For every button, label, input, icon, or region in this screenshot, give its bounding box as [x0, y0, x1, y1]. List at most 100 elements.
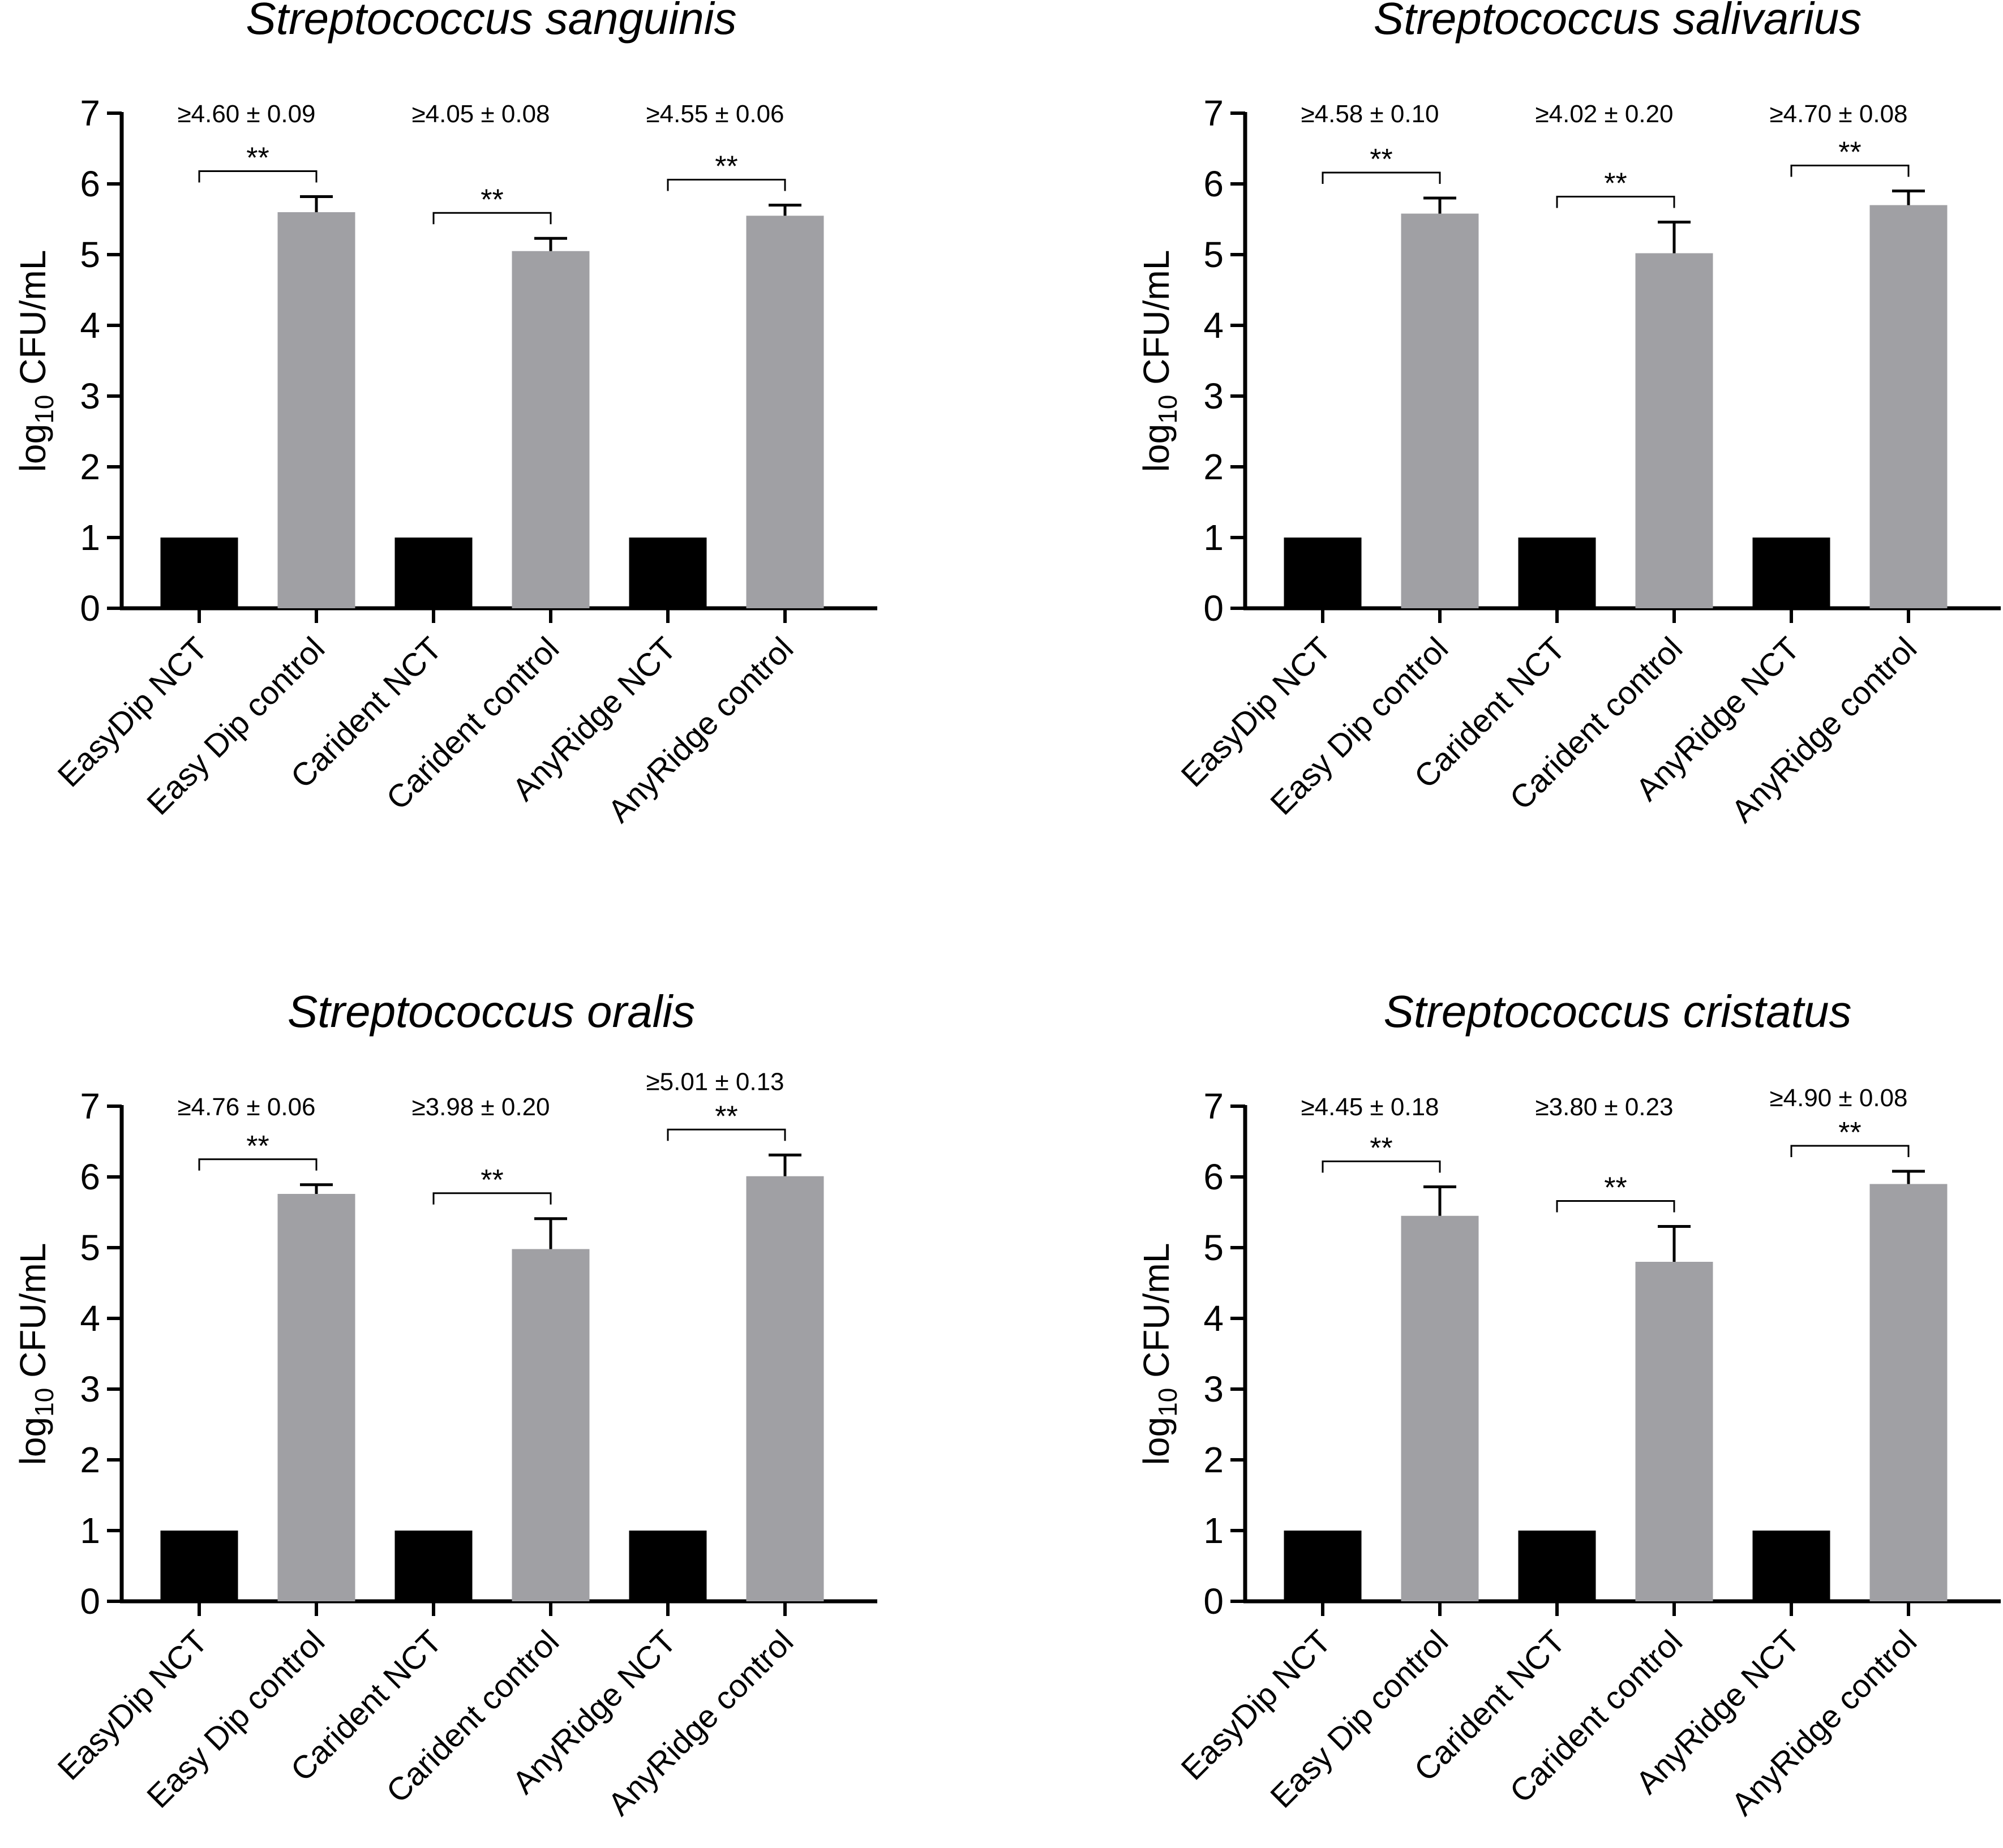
- significance-stars: **: [481, 1164, 503, 1197]
- significance-stars: **: [715, 1100, 737, 1133]
- y-tick-label: 3: [80, 1369, 100, 1409]
- significance-bracket: [667, 179, 786, 191]
- significance-stars: **: [1604, 167, 1627, 200]
- bar-control: [512, 251, 590, 608]
- bar-nct: [1518, 538, 1596, 608]
- bar-control: [1635, 1262, 1713, 1601]
- bar-nct: [394, 538, 473, 608]
- y-tick-label: 7: [1203, 93, 1224, 134]
- significance-bracket: [432, 1192, 552, 1205]
- y-tick-label: 7: [80, 93, 100, 134]
- y-tick-label: 4: [80, 305, 100, 346]
- y-axis-label: log10 CFU/mL: [1136, 1243, 1182, 1465]
- y-axis-label-subscript: 10: [1153, 1388, 1182, 1417]
- significance-bracket: [1322, 171, 1441, 184]
- chart-title: Streptococcus oralis: [288, 986, 695, 1037]
- chart-panel-4: Streptococcus cristatus log10 CFU/mL 0 1 2 3 4…: [1136, 986, 2001, 1823]
- y-tick-label: 0: [1203, 588, 1224, 629]
- significance-stars: **: [1838, 136, 1861, 169]
- log-reduction-annotation: ≥4.45 ± 0.18: [1301, 1093, 1439, 1121]
- bar-nct: [1284, 1531, 1362, 1601]
- bar-control: [277, 1194, 355, 1601]
- y-tick-label: 0: [80, 588, 100, 629]
- bar-control: [1635, 253, 1713, 608]
- y-tick-label: 0: [1203, 1581, 1224, 1622]
- log-reduction-annotation: ≥4.90 ± 0.08: [1769, 1084, 1907, 1112]
- y-axis-label: log10 CFU/mL: [1136, 250, 1182, 472]
- log-reduction-annotation: ≥4.05 ± 0.08: [411, 100, 550, 128]
- y-tick-label: 3: [1203, 376, 1224, 416]
- y-tick-label: 6: [1203, 164, 1224, 204]
- bar-nct: [1752, 538, 1830, 608]
- bar-control: [746, 1176, 824, 1601]
- log-reduction-annotation: ≥5.01 ± 0.13: [646, 1068, 784, 1095]
- significance-stars: **: [1838, 1116, 1861, 1149]
- bar-nct: [629, 1531, 707, 1601]
- y-axis-label-main: log: [1136, 1417, 1177, 1465]
- y-tick-label: 6: [80, 1157, 100, 1197]
- significance-bracket: [198, 170, 318, 183]
- bar-nct: [629, 538, 707, 608]
- chart-panel-1: Streptococcus sanguinis log10 CFU/mL 0 1 2 3 4…: [12, 0, 877, 830]
- y-tick-label: 1: [80, 517, 100, 558]
- y-axis-label-main: log: [1136, 424, 1177, 472]
- significance-stars: **: [1370, 1132, 1392, 1165]
- significance-bracket: [198, 1158, 318, 1171]
- y-tick-label: 7: [80, 1086, 100, 1127]
- log-reduction-annotation: ≥3.80 ± 0.23: [1535, 1093, 1673, 1121]
- log-reduction-annotation: ≥4.60 ± 0.09: [177, 100, 315, 128]
- significance-stars: **: [246, 142, 269, 175]
- bar-control: [277, 212, 355, 608]
- bar-nct: [1284, 538, 1362, 608]
- y-tick-label: 1: [80, 1510, 100, 1551]
- significance-stars: **: [481, 183, 503, 216]
- bar-control: [1401, 213, 1479, 608]
- y-tick-label: 3: [1203, 1369, 1224, 1409]
- y-axis-label-subscript: 10: [29, 1388, 59, 1417]
- y-tick-label: 1: [1203, 517, 1224, 558]
- log-reduction-annotation: ≥3.98 ± 0.20: [411, 1093, 550, 1121]
- significance-bracket: [667, 1128, 786, 1141]
- y-axis-label-subscript: 10: [1153, 395, 1182, 424]
- y-tick-label: 5: [80, 1227, 100, 1268]
- y-tick-label: 2: [1203, 1439, 1224, 1480]
- significance-bracket: [1556, 196, 1675, 208]
- y-axis-label: log10 CFU/mL: [12, 250, 59, 472]
- y-axis-label: log10 CFU/mL: [12, 1243, 59, 1465]
- chart-title: Streptococcus cristatus: [1384, 986, 1852, 1037]
- significance-bracket: [1322, 1161, 1441, 1173]
- bar-control: [1869, 205, 1948, 608]
- log-reduction-annotation: ≥4.70 ± 0.08: [1769, 100, 1907, 128]
- bar-control: [746, 216, 824, 608]
- chart-title: Streptococcus sanguinis: [246, 0, 736, 44]
- bar-nct: [1752, 1531, 1830, 1601]
- y-tick-label: 5: [1203, 1227, 1224, 1268]
- log-reduction-annotation: ≥4.02 ± 0.20: [1535, 100, 1673, 128]
- significance-bracket: [1790, 165, 1910, 177]
- y-tick-label: 4: [1203, 1298, 1224, 1339]
- bar-control: [1401, 1215, 1479, 1601]
- y-axis-label-main: log: [12, 424, 53, 472]
- significance-stars: **: [1604, 1172, 1627, 1205]
- significance-bracket: [1556, 1200, 1675, 1213]
- y-tick-label: 2: [80, 446, 100, 487]
- bar-nct: [160, 538, 238, 608]
- y-tick-label: 6: [80, 164, 100, 204]
- y-tick-label: 1: [1203, 1510, 1224, 1551]
- chart-panel-2: Streptococcus salivarius log10 CFU/mL 0 1 2 3…: [1136, 0, 2001, 830]
- y-axis-label-subscript: 10: [29, 395, 59, 424]
- y-axis-label-unit: CFU/mL: [12, 250, 53, 395]
- y-tick-label: 2: [80, 1439, 100, 1480]
- log-reduction-annotation: ≥4.76 ± 0.06: [177, 1093, 315, 1121]
- y-tick-label: 0: [80, 1581, 100, 1622]
- y-tick-label: 2: [1203, 446, 1224, 487]
- chart-panel-3: Streptococcus oralis log10 CFU/mL 0 1 2 3 4 5 6 7…: [12, 986, 877, 1823]
- significance-bracket: [1790, 1145, 1910, 1157]
- y-axis-label-unit: CFU/mL: [1136, 1243, 1177, 1388]
- y-tick-label: 7: [1203, 1086, 1224, 1127]
- log-reduction-annotation: ≥4.55 ± 0.06: [646, 100, 784, 128]
- significance-stars: **: [715, 151, 737, 183]
- bar-nct: [1518, 1531, 1596, 1601]
- significance-stars: **: [246, 1130, 269, 1163]
